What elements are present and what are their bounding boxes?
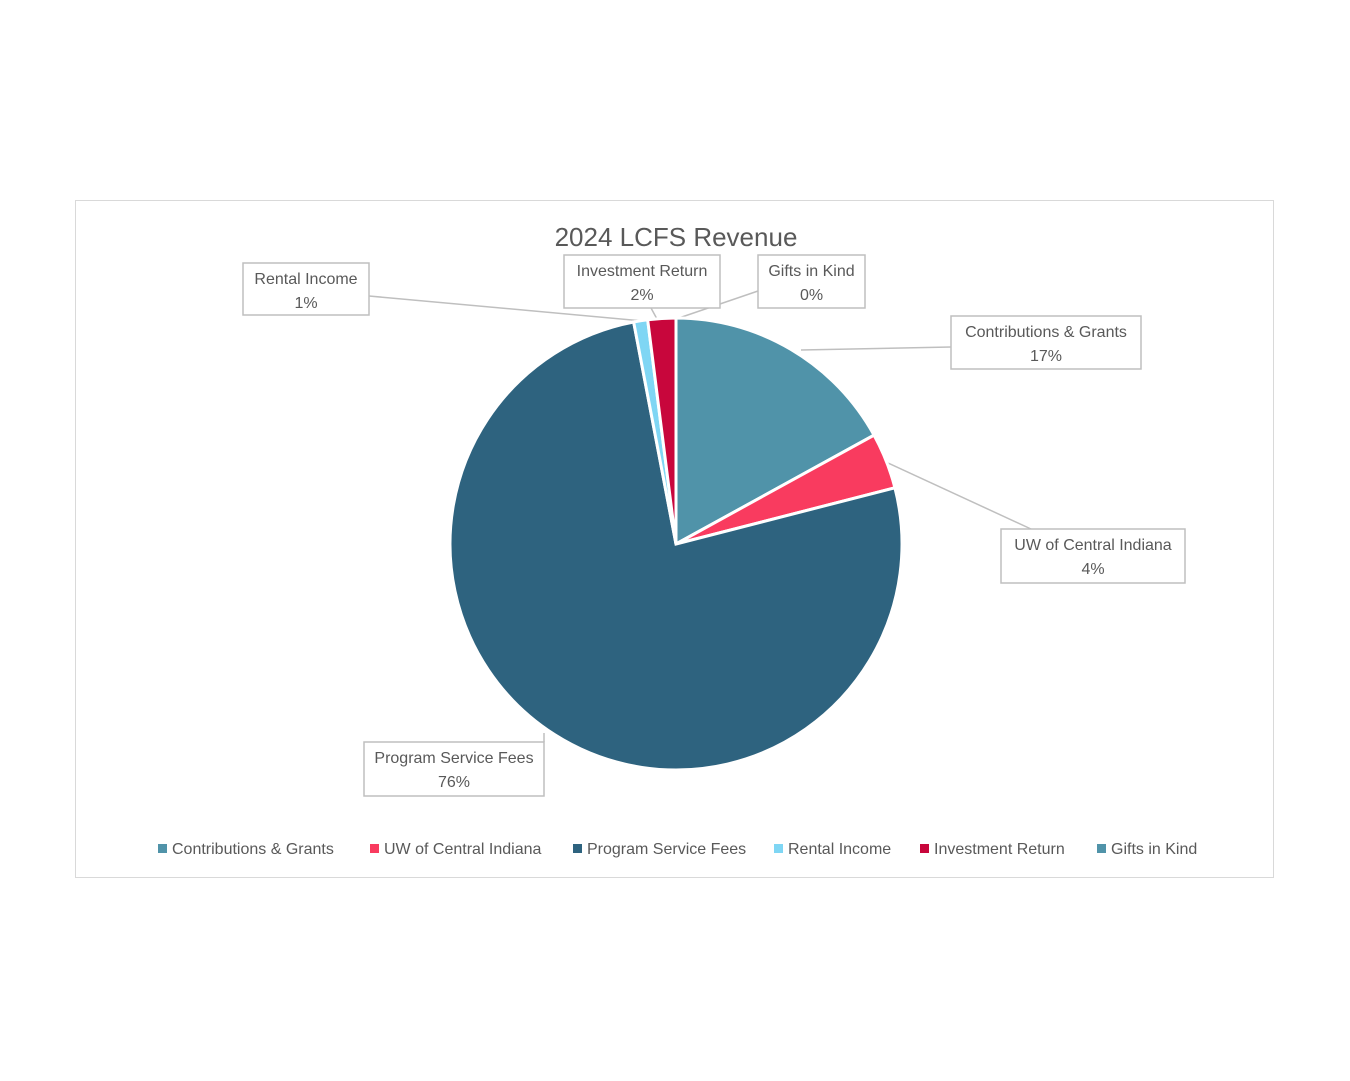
legend-swatch-rental-income: [774, 844, 783, 853]
data-label-name-investment-return: Investment Return: [577, 263, 708, 280]
data-label-box-gifts-in-kind: [757, 254, 866, 309]
data-label-box-rental-income: [242, 262, 370, 316]
data-label-name-rental-income: Rental Income: [254, 271, 357, 288]
chart-frame: 2024 LCFS Revenue Contributions & Grants…: [75, 200, 1274, 878]
data-label-name-contributions-grants: Contributions & Grants: [965, 324, 1127, 341]
data-label-name-gifts-in-kind: Gifts in Kind: [768, 263, 854, 280]
data-label-value-gifts-in-kind: 0%: [800, 287, 823, 304]
pie-slice-investment-return: [645, 316, 678, 545]
legend-label-rental-income: Rental Income: [788, 841, 891, 858]
data-label-box-contributions-grants: [950, 315, 1142, 370]
data-label-box-program-service-fees: [363, 741, 545, 797]
legend-label-investment-return: Investment Return: [934, 841, 1065, 858]
leader-line-rental-income: [368, 295, 644, 322]
legend-label-program-service-fees: Program Service Fees: [587, 841, 746, 858]
data-label-value-program-service-fees: 76%: [438, 774, 470, 791]
chart-title: 2024 LCFS Revenue: [555, 222, 798, 252]
leader-line-investment-return: [650, 307, 658, 320]
data-label-box-uw-of-central-indiana: [1000, 528, 1186, 584]
legend-swatch-uw-of-central-indiana: [370, 844, 379, 853]
data-label-box-investment-return: [563, 254, 721, 309]
legend-label-contributions-grants: Contributions & Grants: [172, 841, 334, 858]
data-label-name-program-service-fees: Program Service Fees: [374, 750, 533, 767]
legend-swatch-investment-return: [920, 844, 929, 853]
legend-label-uw-of-central-indiana: UW of Central Indiana: [384, 841, 542, 858]
leader-line-contributions-grants: [800, 346, 952, 351]
legend-swatch-contributions-grants: [158, 844, 167, 853]
data-label-value-contributions-grants: 17%: [1030, 348, 1062, 365]
data-label-name-uw-of-central-indiana: UW of Central Indiana: [1014, 537, 1172, 554]
pie-slice-contributions-grants: [674, 316, 877, 547]
leader-line-uw-of-central-indiana: [887, 462, 1032, 530]
data-label-value-investment-return: 2%: [630, 287, 653, 304]
data-label-value-uw-of-central-indiana: 4%: [1081, 561, 1104, 578]
legend-label-gifts-in-kind: Gifts in Kind: [1111, 841, 1197, 858]
legend-swatch-gifts-in-kind: [1097, 844, 1106, 853]
pie-slice-program-service-fees: [448, 320, 904, 772]
legend-swatch-program-service-fees: [573, 844, 582, 853]
data-label-value-rental-income: 1%: [294, 295, 317, 312]
